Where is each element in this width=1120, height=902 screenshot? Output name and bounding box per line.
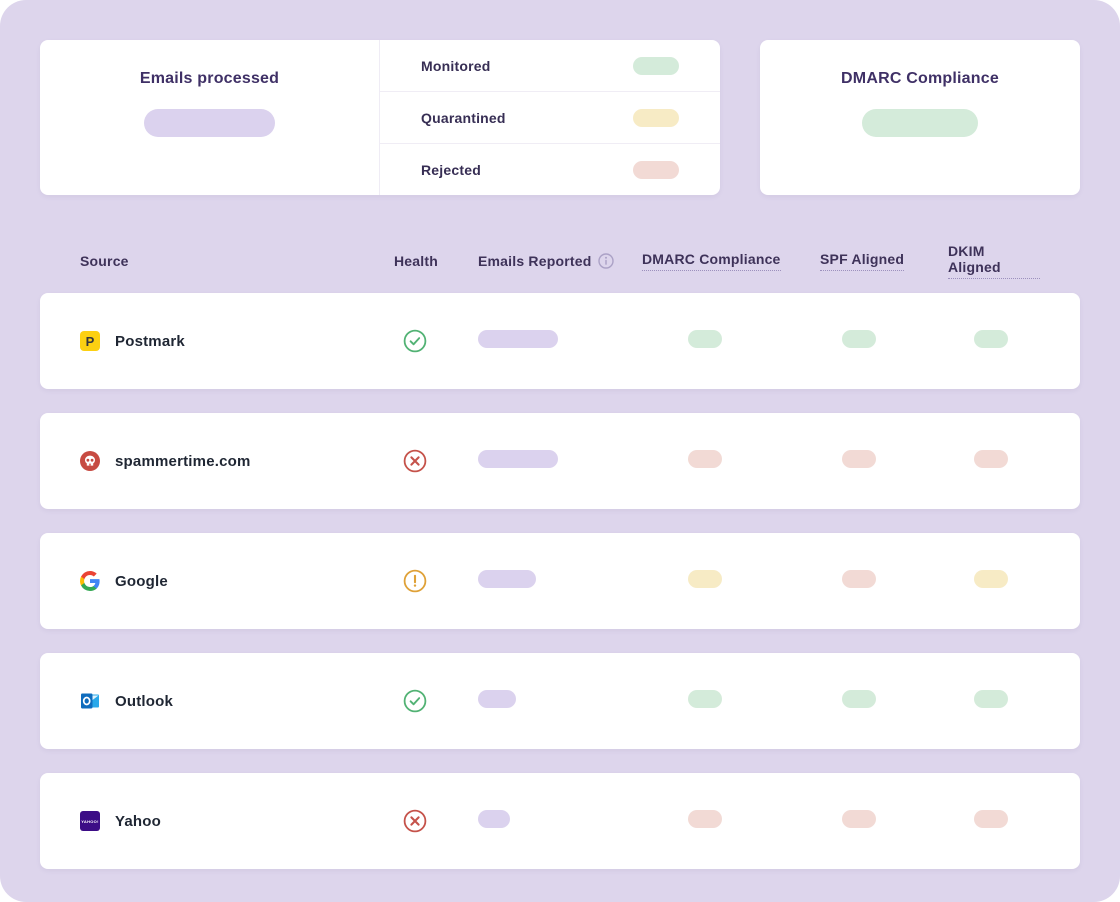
- outlook-icon: [81, 693, 99, 709]
- spam-icon: [80, 451, 100, 471]
- dkim-aligned-cell: [948, 449, 1040, 473]
- dkim-aligned-pill: [974, 449, 1008, 468]
- health-cell: [403, 569, 478, 593]
- source-row[interactable]: YAHOO! Yahoo: [40, 773, 1080, 869]
- column-header-source: Source: [80, 253, 129, 269]
- summary-cards: Emails processed Monitored Quarantined R…: [40, 40, 1080, 195]
- emails-reported-cell: [478, 569, 642, 593]
- spf-aligned-cell: [820, 569, 948, 593]
- source-name: Outlook: [115, 692, 174, 710]
- emails-reported-cell: [478, 449, 642, 473]
- emails-reported-skeleton: [478, 689, 516, 708]
- dmarc-compliance-title: DMARC Compliance: [841, 70, 999, 87]
- dkim-aligned-pill: [974, 569, 1008, 588]
- source-name: Postmark: [115, 332, 185, 350]
- spf-aligned-pill: [842, 809, 876, 828]
- spf-aligned-cell: [820, 689, 948, 713]
- emails-processed-skeleton: [144, 109, 275, 137]
- dmarc-compliance-pill: [688, 329, 722, 348]
- dmarc-compliance-cell: [642, 809, 820, 833]
- source-name: Google: [115, 572, 168, 590]
- dkim-aligned-cell: [948, 809, 1040, 833]
- error-x-icon: [403, 809, 427, 833]
- dmarc-compliance-cell: [642, 569, 820, 593]
- source-name: Yahoo: [115, 812, 162, 830]
- source-cell: spammertime.com: [80, 451, 394, 471]
- emails-reported-cell: [478, 689, 642, 713]
- emails-processed-section: Emails processed: [40, 40, 380, 195]
- dmarc-compliance-pill: [688, 689, 722, 708]
- error-x-icon: [403, 449, 427, 473]
- emails-processed-title: Emails processed: [139, 70, 280, 87]
- dmarc-compliance-card: DMARC Compliance: [760, 40, 1080, 195]
- spf-aligned-cell: [820, 449, 948, 473]
- source-row[interactable]: Outlook: [40, 653, 1080, 749]
- dmarc-compliance-cell: [642, 689, 820, 713]
- source-row[interactable]: Google: [40, 533, 1080, 629]
- column-header-dmarc-compliance[interactable]: DMARC Compliance: [642, 251, 781, 271]
- spf-aligned-pill: [842, 689, 876, 708]
- dkim-aligned-pill: [974, 809, 1008, 828]
- column-header-dkim-aligned[interactable]: DKIM Aligned: [948, 243, 1040, 279]
- legend-item-rejected: Rejected: [380, 144, 720, 195]
- dmarc-compliance-cell: [642, 329, 820, 353]
- health-cell: [403, 449, 478, 473]
- legend-item-label: Rejected: [421, 161, 481, 178]
- info-icon[interactable]: [598, 253, 615, 269]
- source-row[interactable]: spammertime.com: [40, 413, 1080, 509]
- emails-reported-skeleton: [478, 329, 558, 348]
- legend-item-monitored: Monitored: [380, 40, 720, 92]
- legend-item-label: Quarantined: [421, 109, 506, 126]
- source-cell: YAHOO! Yahoo: [80, 811, 394, 831]
- source-cell: Outlook: [80, 691, 394, 711]
- health-cell: [403, 329, 478, 353]
- dkim-aligned-pill: [974, 329, 1008, 348]
- legend-item-pill: [633, 108, 679, 127]
- dkim-aligned-pill: [974, 689, 1008, 708]
- column-header-emails-reported: Emails Reported: [478, 253, 615, 269]
- legend-item-pill: [633, 160, 679, 179]
- dmarc-compliance-pill: [688, 809, 722, 828]
- health-cell: [403, 689, 478, 713]
- column-header-spf-aligned[interactable]: SPF Aligned: [820, 251, 905, 271]
- google-icon: [80, 571, 100, 591]
- sources-table-body: P Postmark spammertime.com: [40, 293, 1080, 869]
- postmark-icon: P: [80, 331, 100, 351]
- dkim-aligned-cell: [948, 569, 1040, 593]
- dmarc-compliance-skeleton: [862, 109, 978, 137]
- legend-item-label: Monitored: [421, 57, 491, 74]
- source-name: spammertime.com: [115, 452, 251, 470]
- emails-reported-skeleton: [478, 569, 536, 588]
- dmarc-compliance-pill: [688, 569, 722, 588]
- spf-aligned-pill: [842, 329, 876, 348]
- emails-reported-skeleton: [478, 809, 510, 828]
- warning-exclamation-icon: [403, 569, 427, 593]
- emails-reported-cell: [478, 809, 642, 833]
- spf-aligned-cell: [820, 329, 948, 353]
- emails-processed-card: Emails processed Monitored Quarantined R…: [40, 40, 720, 195]
- yahoo-icon: YAHOO!: [80, 811, 100, 831]
- spf-aligned-pill: [842, 569, 876, 588]
- spf-aligned-cell: [820, 809, 948, 833]
- dkim-aligned-cell: [948, 329, 1040, 353]
- column-header-emails-reported-label: Emails Reported: [478, 253, 592, 269]
- dmarc-compliance-cell: [642, 449, 820, 473]
- legend-item-quarantined: Quarantined: [380, 92, 720, 144]
- emails-reported-skeleton: [478, 449, 558, 468]
- dkim-aligned-cell: [948, 689, 1040, 713]
- healthy-check-icon: [403, 329, 427, 353]
- source-row[interactable]: P Postmark: [40, 293, 1080, 389]
- source-cell: Google: [80, 571, 394, 591]
- legend-item-pill: [633, 56, 679, 75]
- healthy-check-icon: [403, 689, 427, 713]
- source-cell: P Postmark: [80, 331, 394, 351]
- spf-aligned-pill: [842, 449, 876, 468]
- column-header-health: Health: [394, 253, 438, 269]
- disposition-legend: Monitored Quarantined Rejected: [380, 40, 720, 195]
- dmarc-compliance-pill: [688, 449, 722, 468]
- sources-table-header: Source Health Emails Reported DMARC Comp…: [40, 243, 1080, 279]
- emails-reported-cell: [478, 329, 642, 353]
- health-cell: [403, 809, 478, 833]
